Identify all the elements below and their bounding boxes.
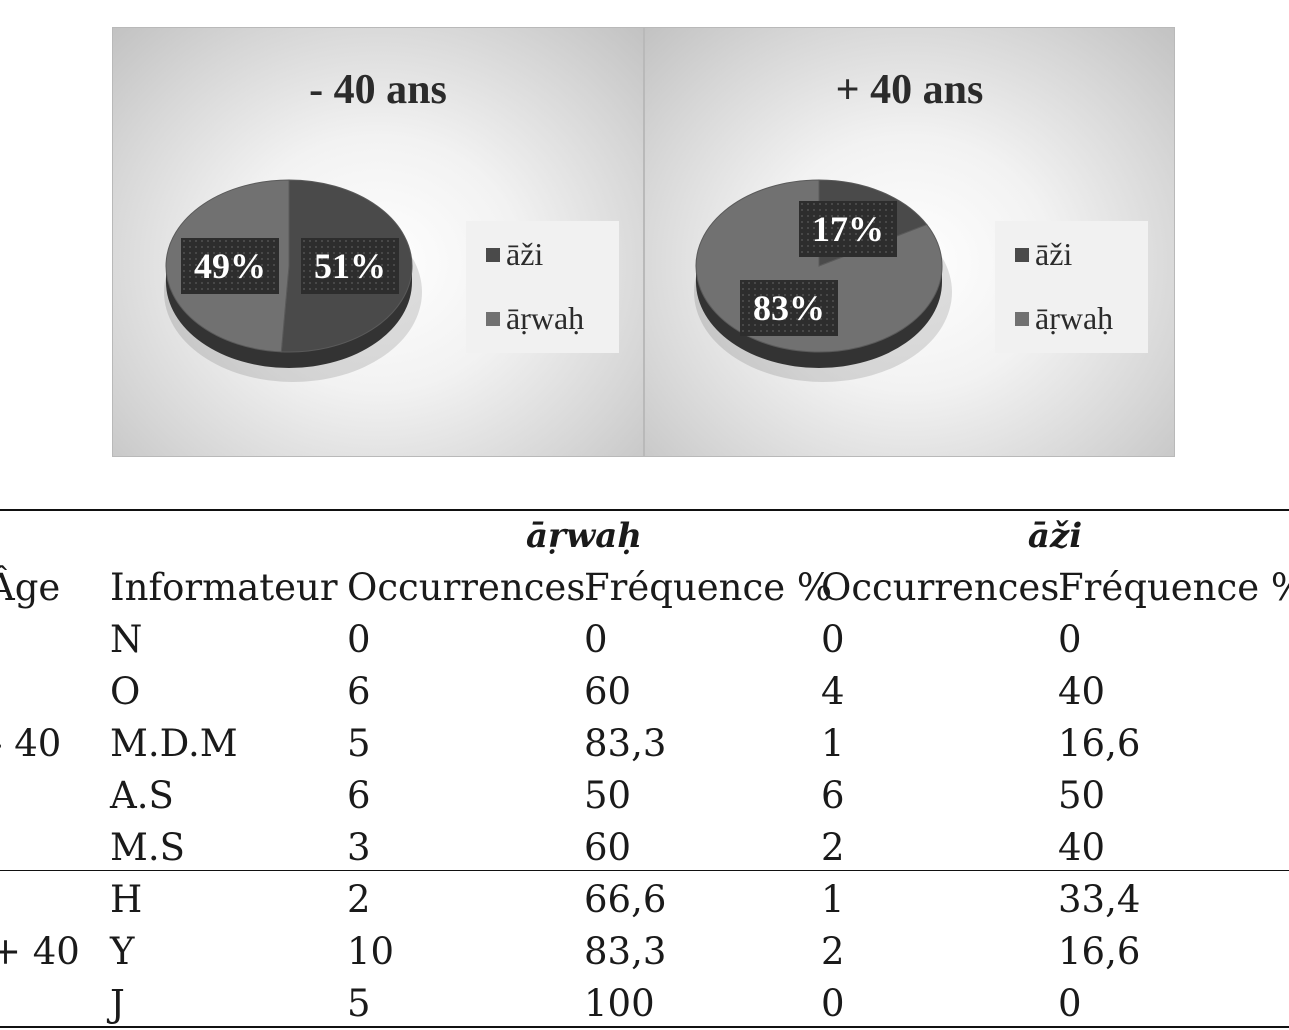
informant-cell: M.S xyxy=(110,826,185,869)
pie-side xyxy=(696,266,942,368)
value-cell: 16,6 xyxy=(1058,722,1141,765)
data-label-aazi: 17% xyxy=(799,201,897,257)
value-cell: 83,3 xyxy=(584,722,667,765)
value-cell: 2 xyxy=(821,826,845,869)
legend-item-aazi: āži xyxy=(1015,236,1073,272)
table-top-rule xyxy=(0,509,1289,511)
column-header-frequency: Fréquence % xyxy=(584,566,833,609)
column-header-informant: Informateur xyxy=(110,566,338,609)
legend: āži āṛwaḥ xyxy=(466,221,619,353)
table-row: O 6 60 4 40 xyxy=(0,666,1289,718)
column-header-occurrences: Occurrences xyxy=(821,566,1060,609)
value-cell: 40 xyxy=(1058,826,1106,869)
table-row: M.S 3 60 2 40 xyxy=(0,822,1289,874)
informant-cell: A.S xyxy=(110,774,174,817)
value-cell: 2 xyxy=(347,878,371,921)
value-cell: 1 xyxy=(821,878,845,921)
empty-header xyxy=(0,510,110,562)
legend-item-aarwah: āṛwaḥ xyxy=(1015,300,1114,336)
table-row: J 5 100 0 0 xyxy=(0,978,1289,1030)
legend-label: āṛwaḥ xyxy=(506,300,585,336)
empty-header xyxy=(110,510,347,562)
value-cell: 6 xyxy=(821,774,845,817)
pie-chart-over-40: + 40 ans āži āṛwaḥ 17% 83% xyxy=(644,27,1175,457)
value-cell: 6 xyxy=(347,670,371,713)
pie-chart-under-40: - 40 ans āži āṛwaḥ 49% 51% xyxy=(112,27,644,457)
value-cell: 0 xyxy=(1058,618,1082,661)
informant-cell: M.D.M xyxy=(110,722,238,765)
group-header-aarwah: āṛwaḥ xyxy=(526,516,642,556)
data-label-aazi: 51% xyxy=(301,238,399,294)
value-cell: 4 xyxy=(821,670,845,713)
table-row: M.D.M 5 83,3 1 16,6 xyxy=(0,718,1289,770)
legend-swatch-aazi xyxy=(486,247,500,262)
table-row: A.S 6 50 6 50 xyxy=(0,770,1289,822)
value-cell: 40 xyxy=(1058,670,1106,713)
informant-cell: O xyxy=(110,670,141,713)
column-header-age: Âge xyxy=(0,566,61,609)
data-label-aarwah: 49% xyxy=(181,238,279,294)
table-row: + 40 H 2 66,6 1 33,4 xyxy=(0,874,1289,973)
value-cell: 60 xyxy=(584,826,632,869)
legend-label: āži xyxy=(506,236,544,272)
value-cell: 0 xyxy=(347,618,371,661)
legend-label: āṛwaḥ xyxy=(1035,300,1114,336)
value-cell: 60 xyxy=(584,670,632,713)
chart-title: - 40 ans xyxy=(309,67,447,113)
legend-item-aarwah: āṛwaḥ xyxy=(486,300,585,336)
table-bottom-rule xyxy=(0,1026,1289,1028)
column-header-occurrences: Occurrences xyxy=(347,566,586,609)
value-cell: 50 xyxy=(1058,774,1106,817)
column-header-frequency: Fréquence % xyxy=(1058,566,1289,609)
legend-swatch-aarwah xyxy=(486,311,500,326)
age-cell: + 40 xyxy=(0,930,80,973)
legend-swatch-aazi xyxy=(1015,247,1029,262)
value-cell: 2 xyxy=(821,930,845,973)
group-header-aazi: āži xyxy=(1027,516,1083,556)
value-cell: 0 xyxy=(1058,982,1082,1025)
legend: āži āṛwaḥ xyxy=(995,221,1148,353)
value-cell: 33,4 xyxy=(1058,878,1141,921)
table-row: - 40 N 0 0 0 0 xyxy=(0,614,1289,765)
charts-area: - 40 ans āži āṛwaḥ 49% 51% + 40 ans āži … xyxy=(112,27,1175,457)
group-separator-rule xyxy=(0,870,1289,871)
value-cell: 0 xyxy=(821,982,845,1025)
value-cell: 3 xyxy=(347,826,371,869)
informant-cell: Y xyxy=(110,930,135,973)
value-cell: 1 xyxy=(821,722,845,765)
table-row: Y 10 83,3 2 16,6 xyxy=(0,926,1289,978)
table-header-row: Âge Informateur Occurrences Fréquence % … xyxy=(0,562,1289,614)
legend-swatch-aarwah xyxy=(1015,311,1029,326)
value-cell: 100 xyxy=(584,982,655,1025)
value-cell: 10 xyxy=(347,930,395,973)
table-group-header-row: āṛwaḥ āži xyxy=(0,510,1289,562)
value-cell: 66,6 xyxy=(584,878,667,921)
data-table: āṛwaḥ āži Âge Informateur Occurrences Fr… xyxy=(0,510,1289,1030)
value-cell: 5 xyxy=(347,982,371,1025)
pie-side xyxy=(166,266,412,368)
legend-label: āži xyxy=(1035,236,1073,272)
value-cell: 83,3 xyxy=(584,930,667,973)
age-cell: - 40 xyxy=(0,722,62,765)
data-label-aarwah: 83% xyxy=(740,280,838,336)
value-cell: 0 xyxy=(584,618,608,661)
value-cell: 16,6 xyxy=(1058,930,1141,973)
value-cell: 6 xyxy=(347,774,371,817)
legend-item-aazi: āži xyxy=(486,236,544,272)
informant-cell: H xyxy=(110,878,143,921)
value-cell: 5 xyxy=(347,722,371,765)
informant-cell: N xyxy=(110,618,143,661)
value-cell: 0 xyxy=(821,618,845,661)
value-cell: 50 xyxy=(584,774,632,817)
informant-cell: J xyxy=(110,982,125,1025)
chart-title: + 40 ans xyxy=(835,67,984,113)
